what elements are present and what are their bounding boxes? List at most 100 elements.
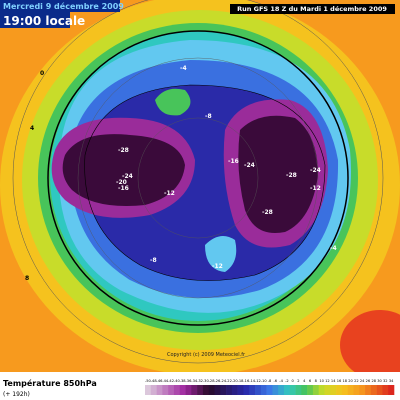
colorbar-label: -2 [285,379,289,383]
date-label: Mercredi 9 décembre 2009 [3,1,124,11]
colorbar-label: 0 [292,379,295,383]
colorbar-label: -18 [238,379,245,383]
colorbar-label: -4 [279,379,283,383]
colorbar-cell [260,385,267,395]
colorbar-label: 30 [377,379,382,383]
colorbar-cell [301,385,308,395]
colorbar-cell [208,385,215,395]
colorbar-label: -14 [249,379,256,383]
colorbar-label: 12 [325,379,330,383]
colorbar-cell [336,385,343,395]
colorbar-label: 8 [315,379,318,383]
colorbar-cell [324,385,331,395]
colorbar-label: -38 [180,379,187,383]
contour-label: -20 [116,179,127,186]
colorbar-cell [255,385,262,395]
contour-label: -24 [122,173,133,180]
colorbar-cell [370,385,377,395]
colorbar-cell [330,385,337,395]
colorbar-cell [197,385,204,395]
contour-label: -28 [118,147,129,154]
legend-title: Température 850hPa [3,378,97,388]
colorbar-cell [341,385,348,395]
colorbar-cell [150,385,157,395]
colorbar-label: -22 [226,379,232,383]
colorbar-cell [173,385,181,395]
contour-line [47,30,349,326]
latitude-circle [137,117,259,239]
colorbar-cell [191,385,198,395]
colorbar-label: 28 [371,379,376,383]
colorbar-label: 4 [303,379,306,383]
field-island [155,88,191,116]
colorbar-label: 10 [319,379,324,383]
colorbar-label: -48 [151,379,158,383]
run-label: Run GFS 18 Z du Mardi 1 décembre 2009 [237,5,387,13]
colorbar-cell [382,385,389,395]
colorbar-cell [168,385,175,395]
contour-label: -12 [164,190,175,197]
field-black-east [238,115,318,234]
colorbar-cell [283,385,291,395]
colorbar-label: -12 [255,379,261,383]
colorbar-cell [353,385,360,395]
contour-label: -24 [310,167,321,174]
colorbar-cell [162,385,169,395]
colorbar: -50 -48 -46 -44 -42 -40 -38 -36 -34 -32 -30 -28 -26-… [145,379,395,395]
colorbar-label: 16 [337,379,342,383]
contour-label: -24 [244,162,255,169]
field-hot [340,310,400,380]
copyright: Copyright (c) 2009 Meteociel.fr [167,352,246,358]
contour-label: -4 [330,245,337,252]
latitude-circle [12,0,384,364]
colorbar-label: -20 [232,379,239,383]
colorbar-cell [202,385,209,395]
contour-labels: -28 -24 -20 -16 -24 -28 -24 -12 -28 -16 … [25,65,337,282]
contour-line [84,84,326,281]
colorbar-cell [179,385,186,395]
contour-label: -12 [310,185,321,192]
colorbar-label: 6 [309,379,312,383]
colorbar-cell [226,385,233,395]
colorbar-label: -10 [261,379,268,383]
colorbar-label: 24 [360,379,365,383]
colorbar-cell [231,385,238,395]
colorbar-label: 26 [366,379,371,383]
colorbar-label: -32 [197,379,203,383]
contour-label: 0 [40,70,44,77]
contour-label: -8 [205,113,212,120]
colorbar-label: -36 [185,379,192,383]
colorbar-cell [214,385,221,395]
colorbar-label: -8 [268,379,272,383]
colorbar-cell [243,385,250,395]
colorbar-label: -46 [157,379,164,383]
colorbar-label: -16 [243,379,250,383]
contour-label: -4 [180,65,187,72]
colorbar-label: -30 [203,379,210,383]
field-black-west [62,134,185,206]
colorbar-cell [295,385,302,395]
contour-label: -12 [212,263,223,270]
colorbar-cell [388,385,395,395]
colorbar-label: -40 [174,379,181,383]
contour-label: -16 [118,185,129,192]
time-box [0,12,70,28]
colorbar-label: -42 [168,379,174,383]
colorbar-label: -44 [162,379,169,383]
latitude-circle [77,57,319,299]
colorbar-cell [266,385,273,395]
date-box [0,0,120,12]
colorbar-cell [376,385,383,395]
contour-label: -16 [228,158,239,165]
colorbar-cell [237,385,244,395]
colorbar-label: 34 [389,379,394,383]
colorbar-cell [312,385,320,395]
legend-subtitle: (+ 192h) [3,391,30,398]
colorbar-cell [278,385,285,395]
contour-label: -28 [262,209,273,216]
colorbar-cell [220,385,227,395]
colorbar-cell [289,385,296,395]
colorbar-label: -34 [191,379,198,383]
